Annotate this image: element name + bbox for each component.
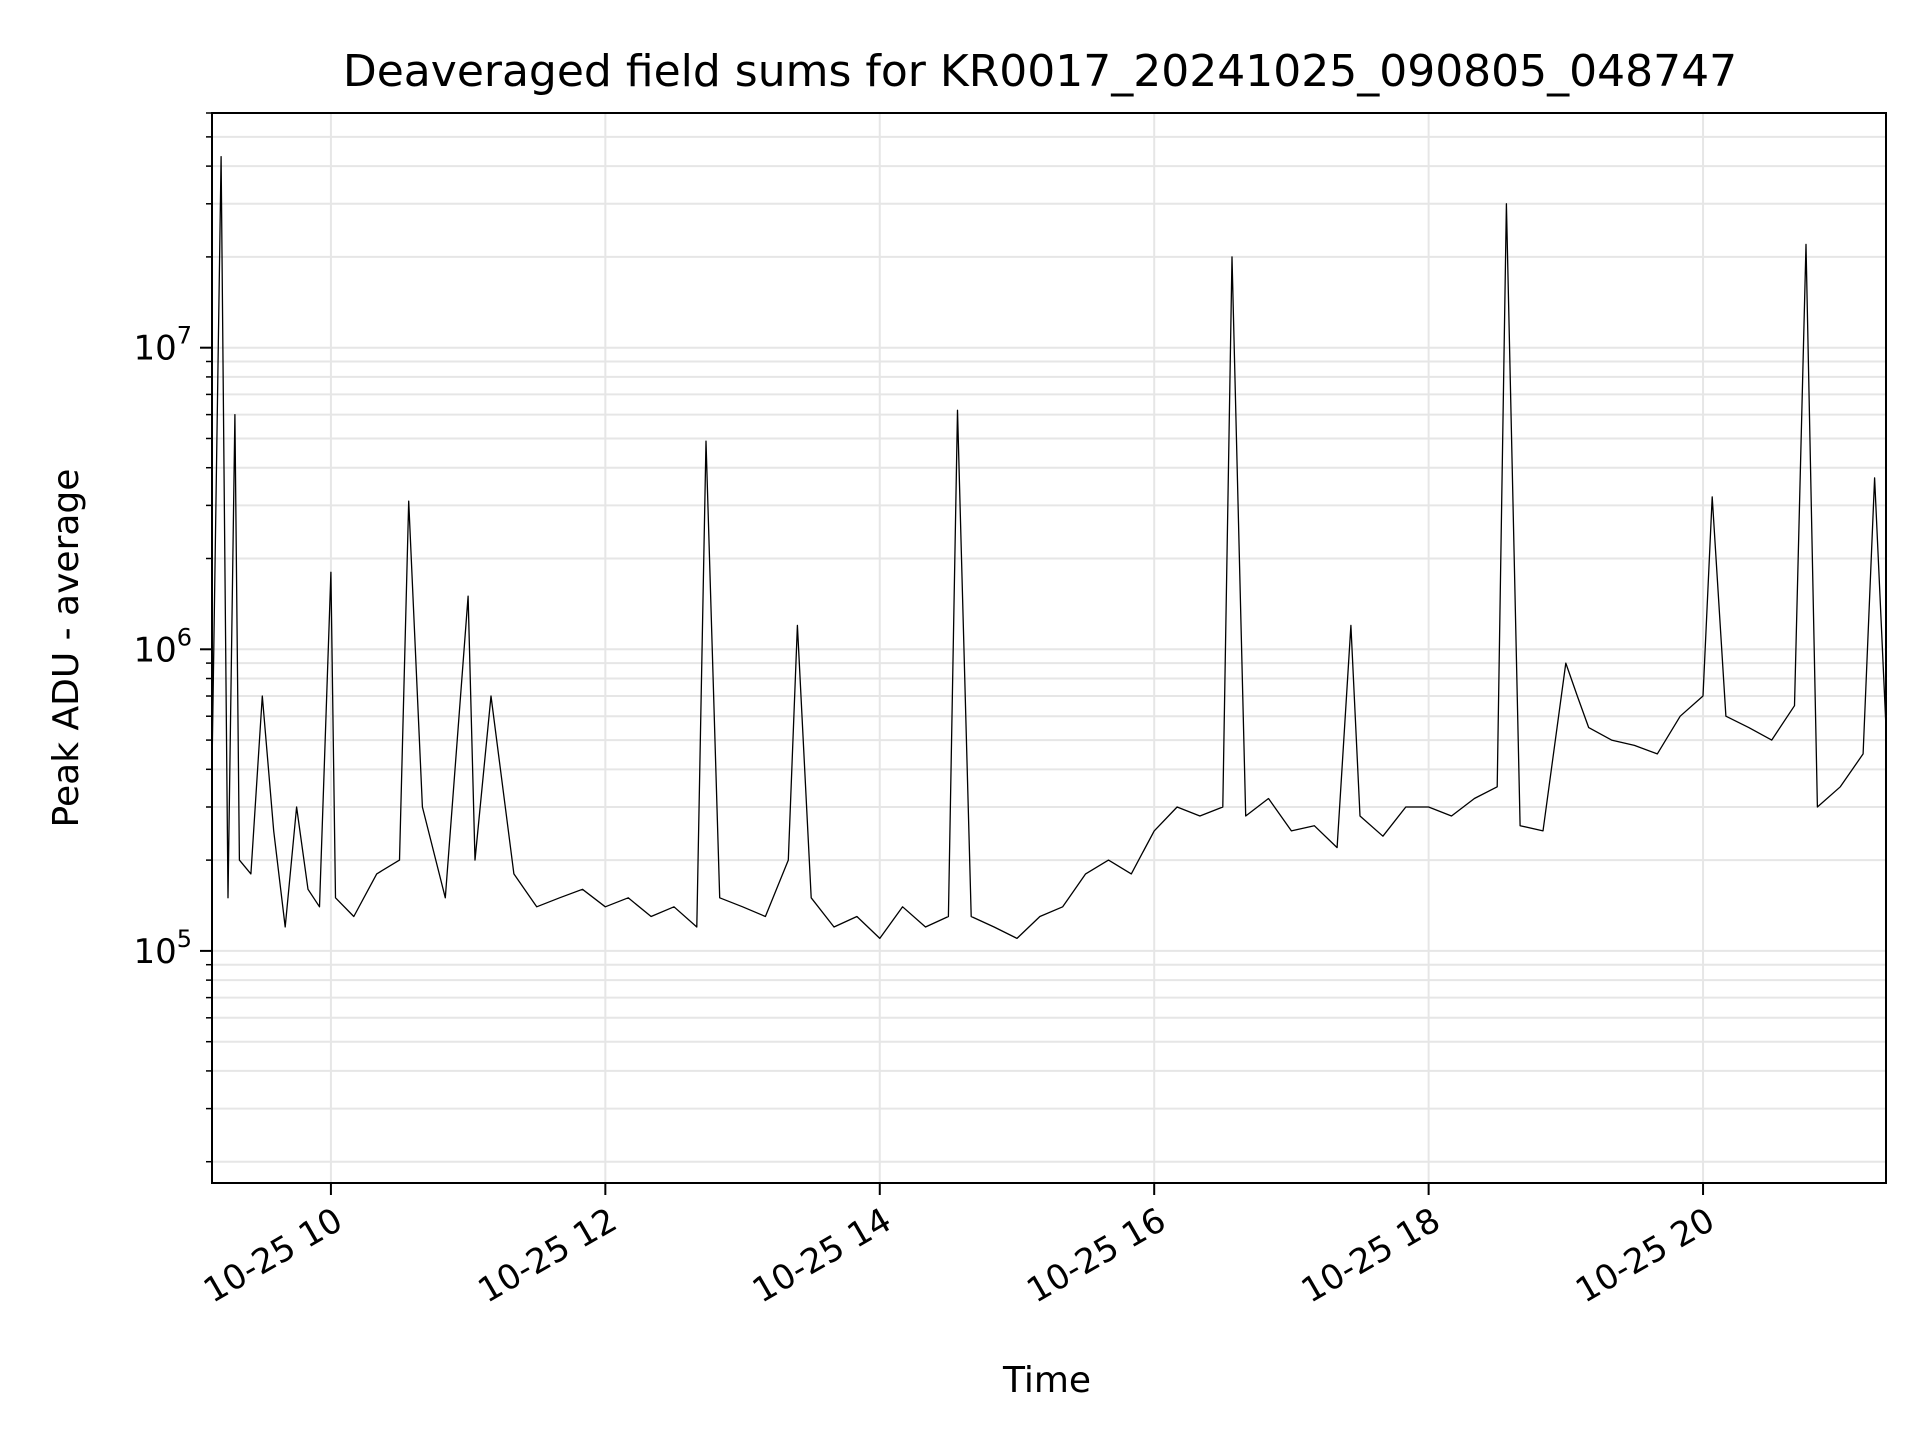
y-tick-label: 106: [133, 623, 192, 670]
x-axis-label: Time: [1002, 1360, 1091, 1401]
chart-title: Deaveraged field sums for KR0017_2024102…: [343, 46, 1737, 97]
plot-area: [211, 155, 1887, 940]
y-axis: 105 106 107: [133, 112, 212, 1163]
axes-frame: [211, 112, 1887, 1184]
grid-lines: [212, 112, 1886, 1183]
y-tick-label: 107: [133, 322, 192, 369]
y-tick-label: 105: [133, 925, 192, 972]
y-axis-label: Peak ADU - average: [46, 469, 87, 828]
series-line: [211, 155, 1887, 940]
